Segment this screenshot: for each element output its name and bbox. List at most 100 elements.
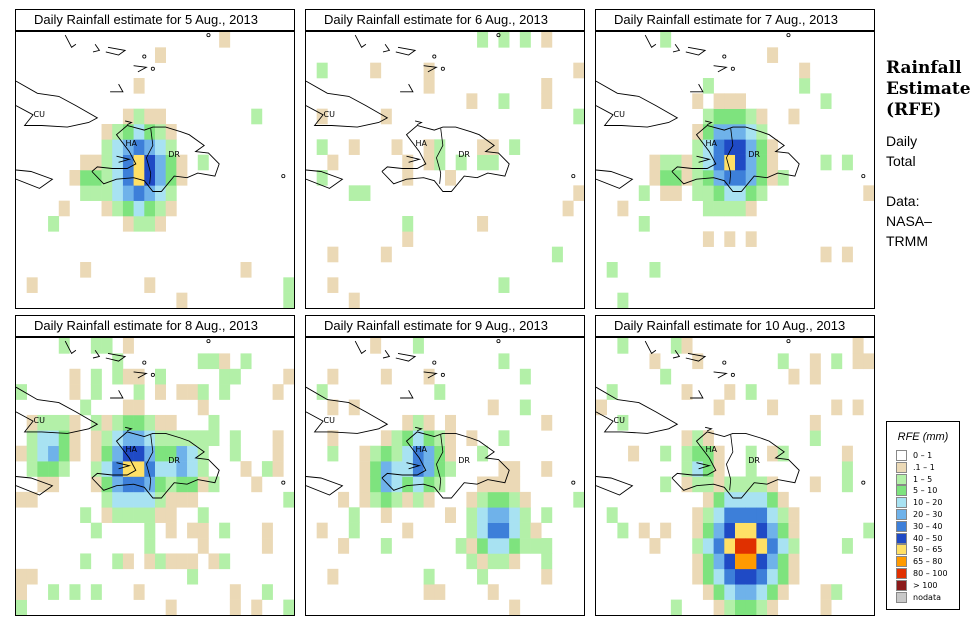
coastline [382,350,391,359]
islet [432,360,437,365]
rainfall-cell [617,200,629,217]
rainfall-cell [541,538,553,554]
rainfall-cell [155,430,166,447]
rainfall-cell [101,124,113,140]
rainfall-cell [69,584,81,600]
rainfall-cell [133,476,145,493]
rainfall-cell [133,445,145,462]
rainfall-cell [487,584,499,600]
rainfall-cell [767,399,779,416]
rainfall-cell [487,522,499,539]
rainfall-cell [745,568,757,585]
coastline [354,34,367,48]
rainfall-cell [692,185,704,201]
rainfall-cell [487,538,499,554]
legend-label: > 100 [913,580,938,590]
country-border [436,128,444,184]
rainfall-cell [16,445,27,462]
rainfall-cell [692,445,704,462]
rainfall-cell [155,445,166,462]
rainfall-cell [112,445,124,462]
rainfall-cell [713,139,725,155]
coastline [133,65,148,73]
rainfall-cell [155,216,166,232]
region-label: HA [125,445,137,455]
coastline [105,46,127,56]
rainfall-cell [176,154,188,171]
rainfall-cell [831,584,843,600]
rainfall-cell [702,568,714,585]
rainfall-cell [713,185,725,201]
rainfall-cell [466,507,478,523]
rainfall-cell [58,461,70,477]
rainfall-cell [261,522,273,539]
rainfall-cell [16,599,27,615]
rainfall-cell [692,507,704,523]
rainfall-cell [767,170,779,186]
rainfall-cell [724,185,736,201]
coastline [690,390,704,399]
rainfall-cell [144,277,156,293]
coastline [16,476,54,496]
rainfall-cell [165,154,177,171]
rainfall-cell [735,491,746,508]
rainfall-cell [735,553,746,570]
rainfall-cell [391,491,403,508]
rainfall-cell [660,185,672,201]
data-source-line: TRMM [886,233,928,249]
rainfall-cell [327,568,339,585]
coastline [381,125,510,192]
rainfall-cell [90,185,102,201]
rainfall-cell [348,522,360,539]
rainfall-cell [144,507,156,523]
rainfall-cell [155,185,166,201]
rainfall-cell [402,461,414,477]
rainfall-cell [735,507,746,523]
region-label: HA [705,138,717,148]
islet [496,339,501,344]
rainfall-cell [820,154,832,171]
rainfall-cell [617,292,629,308]
rainfall-cell [122,154,134,171]
rainfall-cell [112,507,124,523]
rainfall-cell [702,185,714,201]
rainfall-cell [90,584,102,600]
rainfall-cell [788,553,800,570]
rainfall-cell [48,476,60,493]
panel-title: Daily Rainfall estimate for 10 Aug., 201… [595,315,875,337]
rainfall-cell [713,476,725,493]
rainfall-cell [681,154,693,171]
region-label: CU [323,416,335,426]
country-border [436,434,444,491]
rainfall-cell [617,414,629,431]
rainfall-cell [359,461,371,477]
rainfall-cell [69,170,81,186]
rainfall-cell [670,185,682,201]
rainfall-cell [649,538,661,554]
rainfall-cell [69,368,81,385]
rainfall-cell [112,124,124,140]
islet [496,33,501,38]
rainfall-cell [380,368,392,385]
rainfall-cell [702,538,714,554]
rainfall-cell [735,108,746,125]
rainfall-cell [735,154,746,171]
rainfall-cell [122,185,134,201]
rainfall-cell [509,476,521,493]
rainfall-cell [692,139,704,155]
rainfall-cell [519,399,531,416]
rainfall-cell [144,430,156,447]
rainfall-map: CU HA DR [15,31,295,309]
rainfall-cell [573,108,584,125]
rainfall-cell [229,584,241,600]
islet [150,372,155,377]
rainfall-cell [101,507,113,523]
rainfall-cell [745,476,757,493]
rainfall-cell [724,553,736,570]
rainfall-cell [133,584,145,600]
rainfall-cell [788,108,800,125]
rainfall-cell [240,353,252,370]
rainfall-cell [144,154,156,171]
rainfall-cell [777,538,789,554]
rainfall-cell [112,430,124,447]
